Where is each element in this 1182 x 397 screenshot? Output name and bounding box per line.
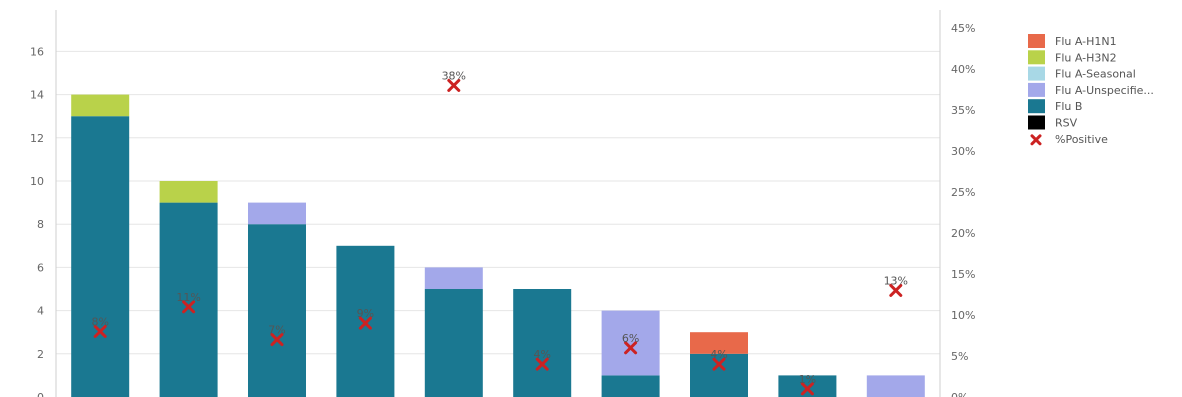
bar-segment-flu-b — [513, 289, 572, 397]
legend-label: Flu A-Seasonal — [1055, 68, 1136, 81]
legend-swatch — [1028, 34, 1045, 48]
percent-positive-marker — [93, 324, 107, 338]
percent-positive-label: 4% — [533, 348, 550, 361]
y-right-tick-label: 5% — [951, 350, 968, 363]
axes: 0 2 4 6 8 10 12 14 16 0% 5% 10% 15% 20% 25% 30% 35% 40% 45… — [30, 10, 975, 397]
percent-positive-label: 11% — [176, 291, 200, 304]
legend-item: RSV — [1028, 115, 1078, 130]
y-left-tick-label: 10 — [30, 175, 44, 188]
bar-segment-flu-a-h1n1 — [690, 332, 748, 354]
legend: Flu A-H1N1 Flu A-H3N2 Flu A-Seasonal Flu A-… — [1028, 34, 1154, 146]
legend-item: Flu B — [1028, 99, 1082, 114]
y-right-tick-label: 45% — [951, 22, 975, 35]
percent-positive-markers: 8% 11% 7% 9% 38% 4% 6% 4% 1% 13% — [91, 69, 908, 396]
bar-segment-flu-b — [601, 375, 660, 397]
bar-segment-flu-b — [690, 353, 748, 397]
bar-segment-flu-b — [71, 116, 130, 397]
y-right-tick-label: 15% — [951, 268, 975, 281]
percent-positive-label: 6% — [622, 332, 639, 345]
percent-positive-label: 1% — [799, 373, 816, 386]
legend-label: Flu A-H1N1 — [1055, 35, 1117, 48]
y-right-tick-label: 30% — [951, 145, 975, 158]
y-right-tick-label: 25% — [951, 186, 975, 199]
y-right-tick-label: 40% — [951, 63, 975, 76]
percent-positive-label: 13% — [884, 274, 908, 287]
percent-positive-marker — [447, 78, 461, 92]
percent-positive-marker — [712, 357, 726, 371]
bar-segment-flu-a-unspecifie — [424, 267, 483, 289]
y-left-tick-label: 8 — [37, 218, 44, 231]
percent-positive-marker — [270, 333, 284, 347]
legend-item: Flu A-H1N1 — [1028, 34, 1117, 48]
bar-segment-flu-b — [778, 375, 837, 397]
bar-segment-flu-a-unspecifie — [601, 310, 660, 376]
legend-swatch — [1028, 99, 1045, 114]
y-left-tick-label: 14 — [30, 89, 44, 102]
y-right-tick-label: 35% — [951, 104, 975, 117]
y-right-tick-label: 20% — [951, 227, 975, 240]
bar-segment-flu-b — [159, 202, 218, 397]
percent-positive-marker — [358, 316, 372, 330]
percent-positive-label: 8% — [91, 315, 108, 328]
bar-segment-flu-b — [248, 224, 306, 397]
percent-positive-label: 38% — [442, 69, 466, 82]
percent-positive-marker — [800, 382, 814, 396]
y-left-tick-label: 4 — [37, 305, 44, 318]
percent-positive-label: 7% — [268, 324, 285, 337]
percent-positive-marker — [624, 341, 638, 355]
legend-item: %Positive — [1030, 133, 1108, 146]
legend-label: Flu B — [1055, 100, 1082, 113]
legend-item: Flu A-H3N2 — [1028, 50, 1117, 65]
y-right-tick-label: 10% — [951, 309, 975, 322]
bar-segment-flu-a-h3n2 — [71, 94, 130, 117]
legend-label: Flu A-Unspecifie... — [1055, 84, 1154, 97]
y-left-tick-label: 6 — [37, 261, 44, 274]
legend-item: Flu A-Unspecifie... — [1028, 82, 1154, 97]
bar-segment-flu-a-h3n2 — [159, 181, 218, 203]
bar-segment-flu-a-unspecifie — [248, 202, 306, 225]
bar-segment-flu-b — [424, 289, 483, 397]
legend-swatch — [1028, 82, 1045, 97]
y-left-tick-label: 16 — [30, 45, 44, 58]
legend-swatch — [1028, 66, 1045, 81]
legend-label: %Positive — [1055, 133, 1108, 146]
y-left-tick-label: 0 — [37, 391, 44, 397]
legend-swatch — [1028, 50, 1045, 65]
y-right-tick-label: 0% — [951, 391, 968, 397]
percent-positive-label: 4% — [710, 348, 727, 361]
y-left-tick-label: 12 — [30, 132, 44, 145]
bar-segment-flu-a-unspecifie — [866, 375, 925, 397]
percent-positive-label: 9% — [357, 307, 374, 320]
legend-item: Flu A-Seasonal — [1028, 66, 1136, 81]
y-left-tick-label: 2 — [37, 348, 44, 361]
legend-label: RSV — [1055, 117, 1078, 130]
percent-positive-marker — [535, 357, 549, 371]
legend-label: Flu A-H3N2 — [1055, 51, 1117, 64]
percent-positive-marker — [889, 283, 903, 297]
legend-swatch — [1028, 115, 1045, 130]
percent-positive-marker — [182, 300, 196, 314]
bars — [71, 94, 925, 397]
